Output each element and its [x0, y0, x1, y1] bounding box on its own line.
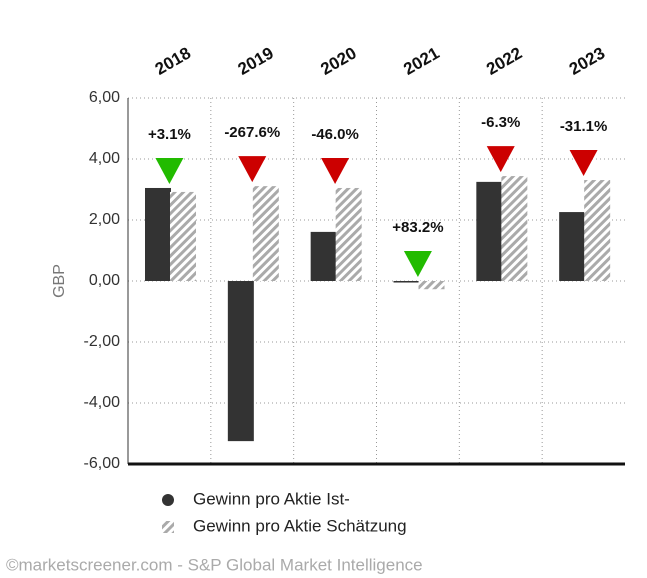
change-label: -46.0% — [311, 126, 359, 143]
bar — [310, 231, 337, 281]
y-tick-label: -4,00 — [84, 394, 121, 411]
trend-marker — [321, 157, 350, 184]
y-tick-label: -6,00 — [84, 455, 121, 472]
bar — [418, 281, 445, 290]
bar — [145, 187, 171, 281]
bar — [170, 191, 196, 281]
trend-marker — [155, 157, 184, 184]
source: ©marketscreener.com - S&P Global Market … — [6, 555, 423, 574]
trend-marker — [403, 251, 432, 277]
bar — [559, 212, 586, 281]
x-tick-label: 2021 — [400, 43, 442, 78]
trend-marker — [238, 156, 267, 183]
change-label: -6.3% — [481, 114, 520, 131]
legend-label: Gewinn pro Aktie Schätzung — [193, 516, 407, 535]
trend-marker — [486, 146, 515, 173]
change-label: -267.6% — [224, 124, 280, 141]
legend-swatch — [162, 494, 174, 506]
x-tick-label: 2018 — [152, 43, 194, 78]
bar — [501, 176, 528, 281]
y-tick-label: 0,00 — [89, 272, 120, 289]
x-tick-label: 2019 — [235, 43, 277, 78]
y-tick-label: 6,00 — [89, 89, 120, 106]
bar — [335, 187, 362, 281]
change-label: +83.2% — [392, 219, 443, 236]
change-label: -31.1% — [560, 118, 608, 135]
trend-marker — [569, 150, 598, 177]
legend-swatch — [162, 521, 174, 533]
y-tick-label: 4,00 — [89, 150, 120, 167]
y-tick-label: -2,00 — [84, 333, 121, 350]
bar — [393, 281, 420, 283]
legend-label: Gewinn pro Aktie Ist- — [193, 489, 350, 508]
bar — [252, 186, 279, 281]
y-axis-label: GBP — [51, 264, 68, 298]
change-label: +3.1% — [148, 126, 191, 143]
x-tick-label: 2020 — [317, 43, 359, 78]
bar — [227, 281, 254, 442]
bar — [584, 180, 611, 281]
bar — [476, 181, 503, 281]
y-tick-label: 2,00 — [89, 211, 120, 228]
x-tick-label: 2022 — [483, 43, 525, 78]
x-tick-label: 2023 — [566, 43, 608, 78]
